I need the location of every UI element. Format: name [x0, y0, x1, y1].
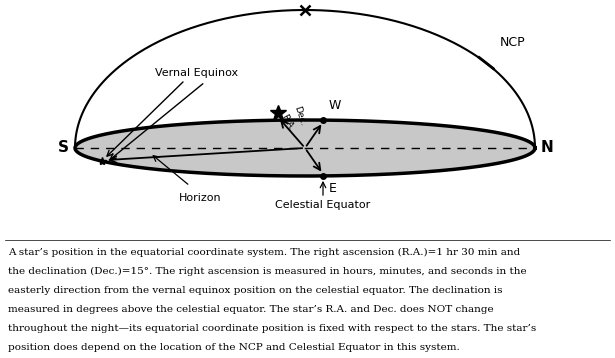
Text: Horizon: Horizon [179, 193, 221, 203]
Polygon shape [75, 120, 535, 176]
Text: the declination (Dec.)=15°. The right ascension is measured in hours, minutes, a: the declination (Dec.)=15°. The right as… [8, 267, 526, 276]
Text: Dec.: Dec. [293, 105, 308, 127]
Text: A star’s position in the equatorial coordinate system. The right ascension (R.A.: A star’s position in the equatorial coor… [8, 248, 520, 257]
Text: S: S [58, 140, 69, 155]
Text: Celestial Equator: Celestial Equator [276, 200, 371, 210]
Text: position does depend on the location of the NCP and Celestial Equator in this sy: position does depend on the location of … [8, 343, 460, 352]
Text: Vernal Equinox: Vernal Equinox [155, 68, 238, 78]
Text: measured in degrees above the celestial equator. The star’s R.A. and Dec. does N: measured in degrees above the celestial … [8, 305, 494, 314]
Text: throughout the night—its equatorial coordinate position is fixed with respect to: throughout the night—its equatorial coor… [8, 324, 536, 333]
Text: N: N [541, 140, 554, 155]
Text: easterly direction from the vernal equinox position on the celestial equator. Th: easterly direction from the vernal equin… [8, 286, 502, 295]
Text: W: W [329, 99, 341, 112]
Text: NCP: NCP [500, 36, 526, 49]
Text: E: E [329, 182, 337, 195]
Text: R.A.: R.A. [279, 113, 295, 133]
